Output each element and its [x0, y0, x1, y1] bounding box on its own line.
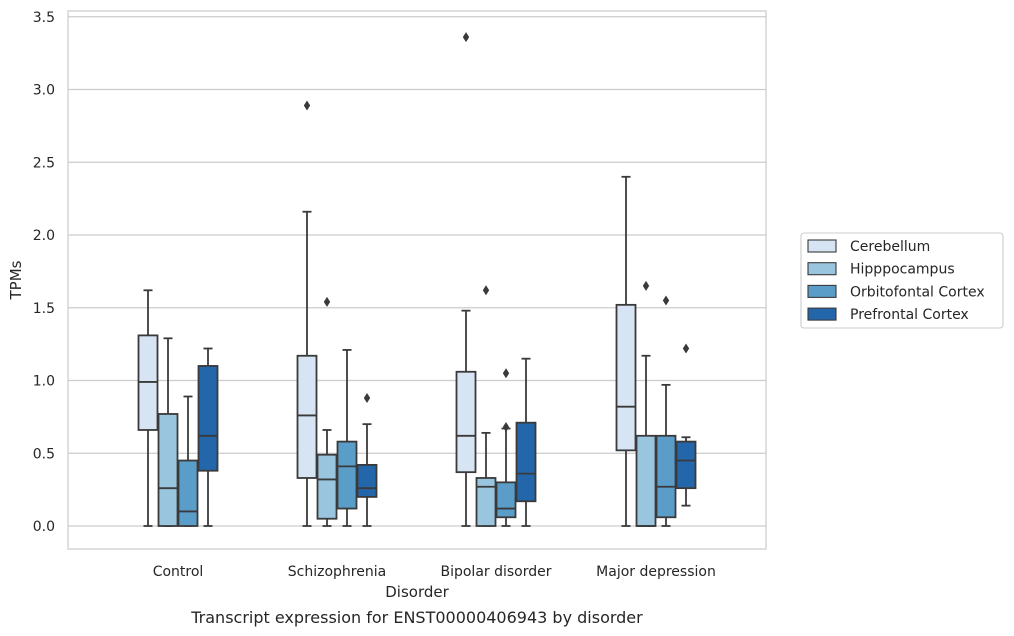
y-tick-label: 2.0 [33, 228, 55, 244]
y-tick-label: 0.5 [33, 446, 55, 462]
box-iqr [615, 303, 637, 452]
box-hipppocampus [635, 280, 657, 527]
legend-swatch [807, 239, 837, 253]
box-cerebellum [615, 175, 637, 527]
x-axis: Control Schizophrenia Bipolar disorder Majo… [153, 564, 716, 580]
outlier-point [662, 295, 670, 306]
outlier-point [682, 343, 690, 354]
legend-label: Cerebellum [850, 239, 930, 255]
legend: Cerebellum Hipppocampus Orbitofontal Corte… [800, 232, 1004, 329]
outlier-point [482, 285, 490, 296]
legend-frame [800, 232, 1004, 329]
outlier-point [502, 368, 510, 379]
outlier-point [502, 422, 510, 433]
legend-swatch [807, 284, 837, 298]
x-tick-label: Schizophrenia [288, 564, 386, 580]
box-hipppocampus [475, 285, 497, 527]
box-orbitofontal-cortex [336, 349, 358, 527]
box-cerebellum [296, 100, 318, 527]
box-iqr [177, 459, 199, 527]
x-tick-label: Major depression [596, 564, 716, 580]
box-iqr [495, 481, 517, 519]
outlier-point [462, 32, 470, 43]
chart-caption: Transcript expression for ENST0000040694… [190, 608, 643, 627]
y-tick-label: 3.5 [33, 10, 55, 26]
box-prefrontal-cortex [515, 357, 537, 527]
box-groups [137, 32, 697, 527]
legend-swatch [807, 262, 837, 276]
outlier-point [323, 296, 331, 307]
box-iqr [296, 354, 318, 479]
x-tick-label: Bipolar disorder [440, 564, 551, 580]
outlier-point [642, 280, 650, 291]
box-iqr [356, 463, 378, 498]
box-hipppocampus [157, 337, 179, 527]
y-tick-label: 3.0 [33, 83, 55, 99]
box-iqr [475, 477, 497, 527]
x-axis-title: Disorder [385, 583, 449, 601]
box-iqr [316, 453, 338, 520]
y-axis: 0.0 0.5 1.0 1.5 2.0 2.5 3.0 3.5 [33, 10, 55, 535]
box-hipppocampus [316, 296, 338, 527]
box-orbitofontal-cortex [495, 368, 517, 527]
plot-frame [67, 10, 767, 550]
legend-label: Prefrontal Cortex [850, 307, 969, 323]
outlier-point [303, 100, 311, 111]
box-prefrontal-cortex [675, 343, 697, 507]
box-iqr [197, 365, 219, 472]
y-tick-label: 0.0 [33, 519, 55, 535]
box-iqr [157, 413, 179, 527]
box-cerebellum [137, 289, 159, 527]
box-iqr [336, 440, 358, 510]
legend-label: Hipppocampus [850, 262, 955, 278]
box-cerebellum [455, 32, 477, 527]
x-tick-label: Control [153, 564, 204, 580]
y-tick-label: 1.0 [33, 374, 55, 390]
box-prefrontal-cortex [197, 347, 219, 527]
legend-label: Orbitofontal Cortex [850, 284, 985, 300]
box-iqr [675, 440, 697, 490]
gridlines [68, 16, 766, 527]
box-orbitofontal-cortex [177, 395, 199, 527]
box-iqr [455, 370, 477, 474]
box-prefrontal-cortex [356, 392, 378, 527]
box-iqr [515, 421, 537, 503]
y-tick-label: 1.5 [33, 301, 55, 317]
y-tick-label: 2.5 [33, 155, 55, 171]
outlier-point [363, 392, 371, 403]
box-iqr [655, 434, 677, 519]
legend-swatch [807, 307, 837, 321]
box-iqr [635, 434, 657, 527]
y-axis-title: TPMs [7, 260, 25, 300]
box-orbitofontal-cortex [655, 295, 677, 527]
